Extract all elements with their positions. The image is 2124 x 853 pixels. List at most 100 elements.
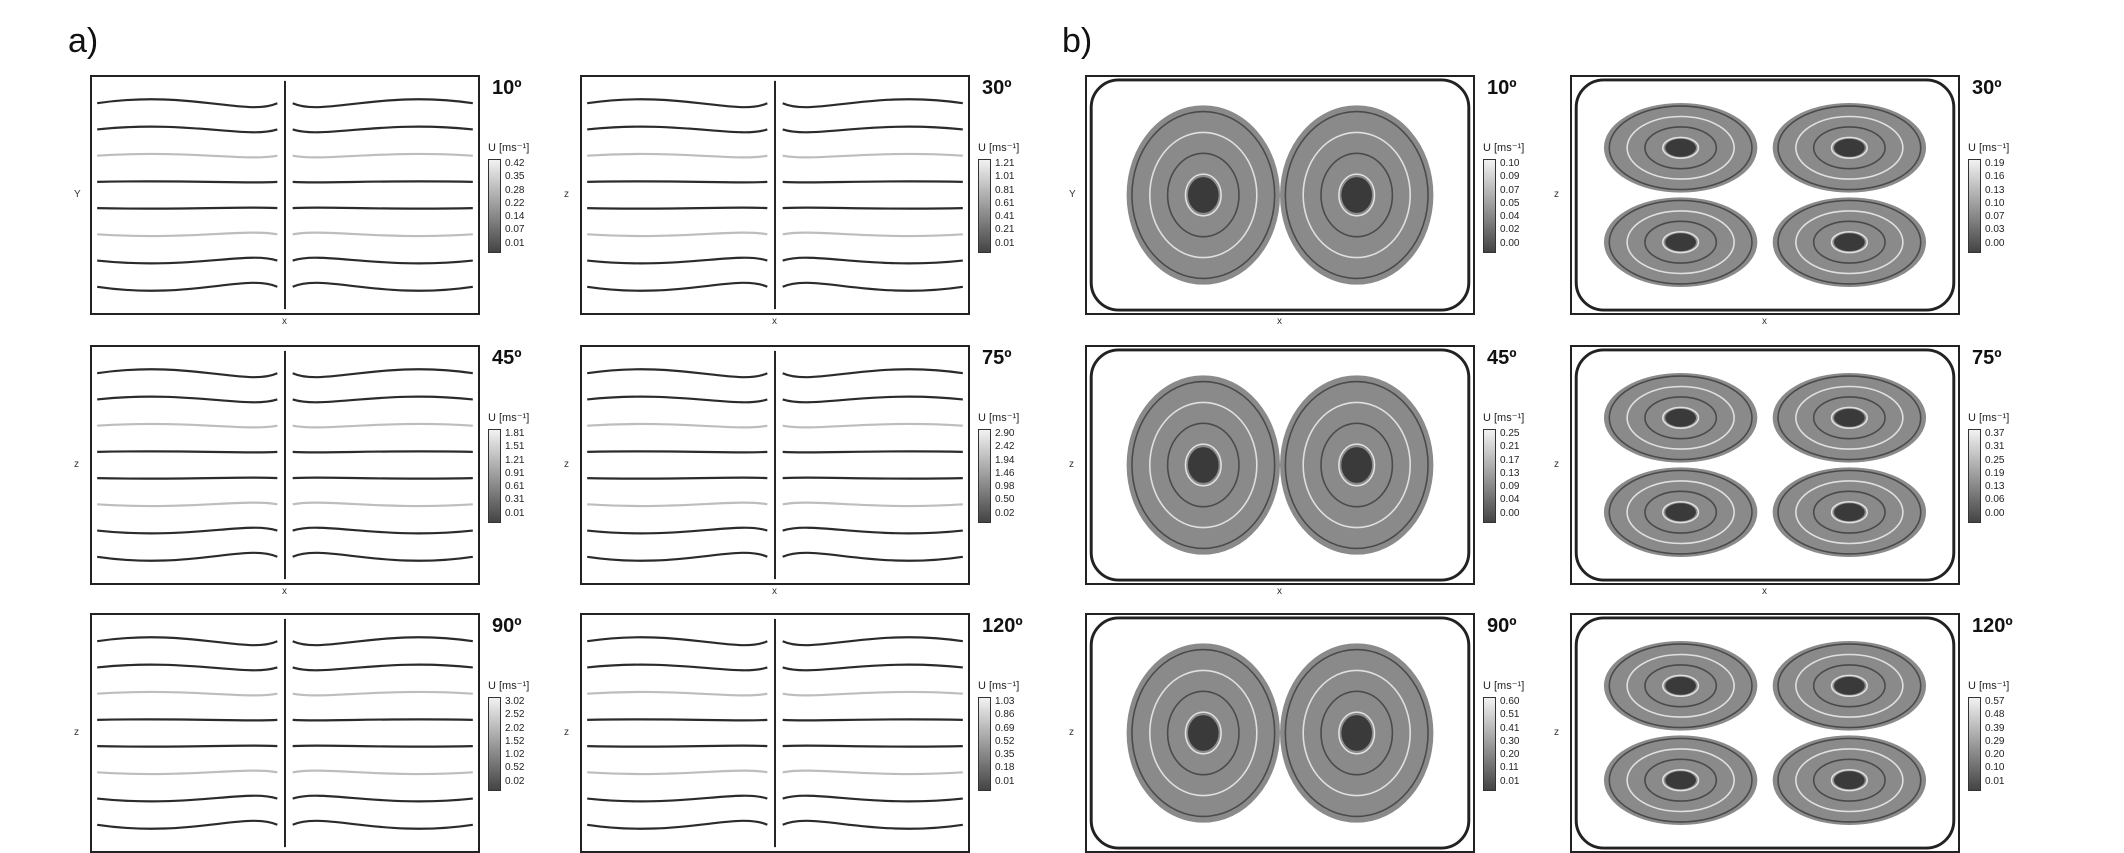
vertical-axis-label: z xyxy=(1554,459,1559,470)
streamline xyxy=(97,526,473,535)
colorbar-tick-label: 0.42 xyxy=(505,158,525,169)
colorbar xyxy=(488,697,501,791)
streamline xyxy=(587,769,963,776)
streamline xyxy=(1608,375,1753,461)
streamline xyxy=(1795,385,1904,450)
colorbar-title: U [ms⁻¹] xyxy=(488,142,530,154)
colorbar-tick-label: 0.91 xyxy=(505,467,525,479)
colorbar-tick-label: 0.50 xyxy=(995,494,1015,506)
colorbar-tick-label: 0.01 xyxy=(1985,775,2005,787)
streamline xyxy=(97,281,473,292)
colorbar-tick-label: 0.13 xyxy=(1985,481,2005,493)
vortex-core xyxy=(1665,676,1696,695)
angle-label: 10º xyxy=(492,77,522,99)
streamline xyxy=(1149,401,1258,529)
colorbar-ticks: 0.60 0.51 0.41 0.30 0.20 0.11 0.01 xyxy=(1500,695,1519,788)
colorbar-title: U [ms⁻¹] xyxy=(978,680,1020,692)
streamline xyxy=(1320,422,1394,508)
colorbar-title: U [ms⁻¹] xyxy=(978,142,1020,154)
streamline xyxy=(1662,230,1700,254)
streamline xyxy=(97,422,473,429)
colorbar-tick-label: 0.06 xyxy=(1985,494,2005,506)
colorbar-tick-label: 0.39 xyxy=(1985,722,2005,734)
colorbar-ticks: 1.21 1.01 0.81 0.61 0.41 0.21 0.01 xyxy=(995,157,1014,250)
colorbar-tick-label: 0.10 xyxy=(1500,158,1520,169)
colorbar-tick-label: 0.37 xyxy=(1985,428,2005,439)
vortex-core xyxy=(1834,676,1865,695)
streamline-plot-45deg xyxy=(90,345,480,585)
colorbar-tick-label: 0.16 xyxy=(1985,171,2005,183)
colorbar-tick-label: 1.03 xyxy=(995,696,1015,707)
colorbar-tick-label: 0.10 xyxy=(1985,762,2005,774)
colorbar-tick-label: 0.25 xyxy=(1985,454,2005,466)
vertical-axis-label: Y xyxy=(1069,189,1076,200)
colorbar-tick-label: 0.81 xyxy=(995,184,1015,196)
colorbar xyxy=(488,159,501,253)
vortex-core xyxy=(1341,447,1373,483)
streamline-plot-75deg xyxy=(580,345,970,585)
colorbar-ticks: 3.02 2.52 2.02 1.52 1.02 0.52 0.02 xyxy=(505,695,524,788)
colorbar-tick-label: 1.52 xyxy=(505,735,525,747)
streamline xyxy=(1777,375,1922,461)
colorbar-tick-label: 0.21 xyxy=(995,224,1015,236)
colorbar-tick-label: 1.01 xyxy=(995,171,1015,183)
streamline-plot-90deg xyxy=(1085,613,1475,853)
streamline xyxy=(1166,422,1240,508)
streamline xyxy=(97,256,473,265)
colorbar-tick-label: 0.13 xyxy=(1985,184,2005,196)
vortex-core xyxy=(1341,715,1373,751)
streamline xyxy=(1644,220,1718,264)
streamline xyxy=(97,794,473,803)
streamline xyxy=(1830,230,1868,254)
panel-a-label: a) xyxy=(68,22,99,60)
streamline-plot-75deg xyxy=(1570,345,1960,585)
streamline xyxy=(1131,380,1276,550)
vortex-core xyxy=(1665,503,1696,522)
colorbar-tick-label: 3.02 xyxy=(505,696,525,707)
angle-label: 120º xyxy=(1972,615,2013,637)
streamline xyxy=(587,636,963,647)
streamline xyxy=(1644,126,1718,170)
streamline xyxy=(1089,348,1471,582)
horizontal-axis-label: x xyxy=(772,586,777,597)
streamline xyxy=(1608,105,1753,191)
vortex-core xyxy=(1341,177,1373,213)
colorbar-tick-label: 0.19 xyxy=(1985,467,2005,479)
streamline xyxy=(1338,443,1376,487)
vortex-core xyxy=(1834,771,1865,790)
panel-b-label: b) xyxy=(1062,22,1093,60)
streamline xyxy=(587,450,963,454)
streamline-plot-120deg xyxy=(580,613,970,853)
streamline xyxy=(587,501,963,508)
streamline xyxy=(1644,490,1718,534)
streamline xyxy=(97,744,473,748)
streamline xyxy=(587,690,963,697)
colorbar-tick-label: 0.01 xyxy=(995,237,1015,249)
streamline xyxy=(1338,711,1376,755)
streamline xyxy=(587,551,963,562)
streamline xyxy=(1608,643,1753,729)
colorbar xyxy=(978,159,991,253)
colorbar-tick-label: 2.42 xyxy=(995,441,1015,453)
streamline xyxy=(587,152,963,159)
colorbar-title: U [ms⁻¹] xyxy=(1483,412,1525,424)
angle-label: 90º xyxy=(492,615,522,637)
colorbar-tick-label: 1.46 xyxy=(995,467,1015,479)
streamline xyxy=(1626,210,1735,275)
streamline xyxy=(97,819,473,830)
streamline xyxy=(1184,443,1222,487)
colorbar-tick-label: 0.07 xyxy=(1500,184,1520,196)
colorbar-tick-label: 0.69 xyxy=(995,722,1015,734)
streamline xyxy=(1089,78,1471,312)
streamline-plot-90deg xyxy=(90,613,480,853)
vertical-axis-label: z xyxy=(1069,459,1074,470)
streamline-field xyxy=(97,618,473,848)
angle-label: 30º xyxy=(1972,77,2002,99)
streamline xyxy=(1777,199,1922,285)
colorbar-tick-label: 0.35 xyxy=(505,171,525,183)
streamline xyxy=(1608,199,1753,285)
streamline-field xyxy=(1089,616,1471,850)
streamline-field xyxy=(1574,616,1956,850)
colorbar-title: U [ms⁻¹] xyxy=(1483,680,1525,692)
streamline xyxy=(97,152,473,159)
